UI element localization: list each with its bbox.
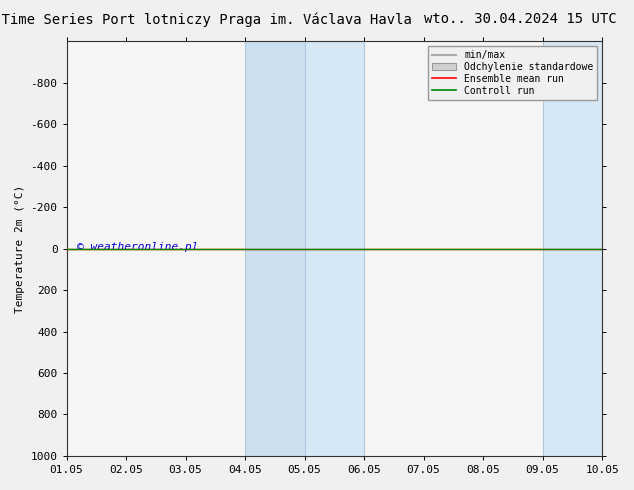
- Text: wto.. 30.04.2024 15 UTC: wto.. 30.04.2024 15 UTC: [424, 12, 616, 26]
- Legend: min/max, Odchylenie standardowe, Ensemble mean run, Controll run: min/max, Odchylenie standardowe, Ensembl…: [428, 46, 597, 99]
- Y-axis label: Temperature 2m (°C): Temperature 2m (°C): [15, 184, 25, 313]
- Bar: [245, 41, 304, 456]
- Text: ENS Time Series Port lotniczy Praga im. Václava Havla: ENS Time Series Port lotniczy Praga im. …: [0, 12, 412, 27]
- Bar: [304, 41, 364, 456]
- Bar: [543, 41, 602, 456]
- Text: © weatheronline.pl: © weatheronline.pl: [77, 242, 199, 251]
